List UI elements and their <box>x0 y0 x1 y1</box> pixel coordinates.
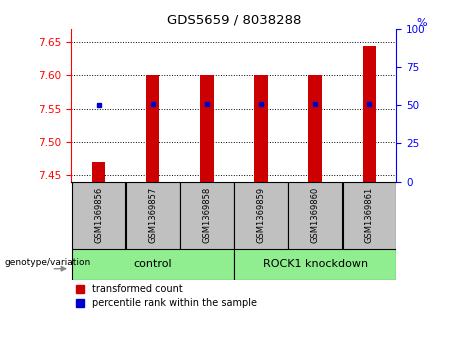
Text: genotype/variation: genotype/variation <box>5 258 91 267</box>
Bar <box>234 249 396 280</box>
Bar <box>234 182 288 249</box>
Text: GSM1369860: GSM1369860 <box>311 187 320 243</box>
Text: GSM1369856: GSM1369856 <box>94 187 103 243</box>
Legend: transformed count, percentile rank within the sample: transformed count, percentile rank withi… <box>77 284 257 308</box>
Bar <box>363 46 376 182</box>
Title: GDS5659 / 8038288: GDS5659 / 8038288 <box>167 13 301 26</box>
Bar <box>72 249 234 280</box>
Bar <box>200 76 213 182</box>
Bar <box>126 182 179 249</box>
Text: %: % <box>416 17 426 28</box>
Bar <box>308 76 322 182</box>
Bar <box>289 182 342 249</box>
Bar <box>254 76 268 182</box>
Bar <box>343 182 396 249</box>
Bar <box>180 182 234 249</box>
Bar <box>92 162 105 182</box>
Text: ROCK1 knockdown: ROCK1 knockdown <box>263 259 368 269</box>
Text: GSM1369859: GSM1369859 <box>256 187 266 243</box>
Text: GSM1369857: GSM1369857 <box>148 187 157 243</box>
Bar <box>146 76 160 182</box>
Text: GSM1369861: GSM1369861 <box>365 187 374 243</box>
Text: control: control <box>133 259 172 269</box>
Text: GSM1369858: GSM1369858 <box>202 187 212 243</box>
Bar <box>72 182 125 249</box>
